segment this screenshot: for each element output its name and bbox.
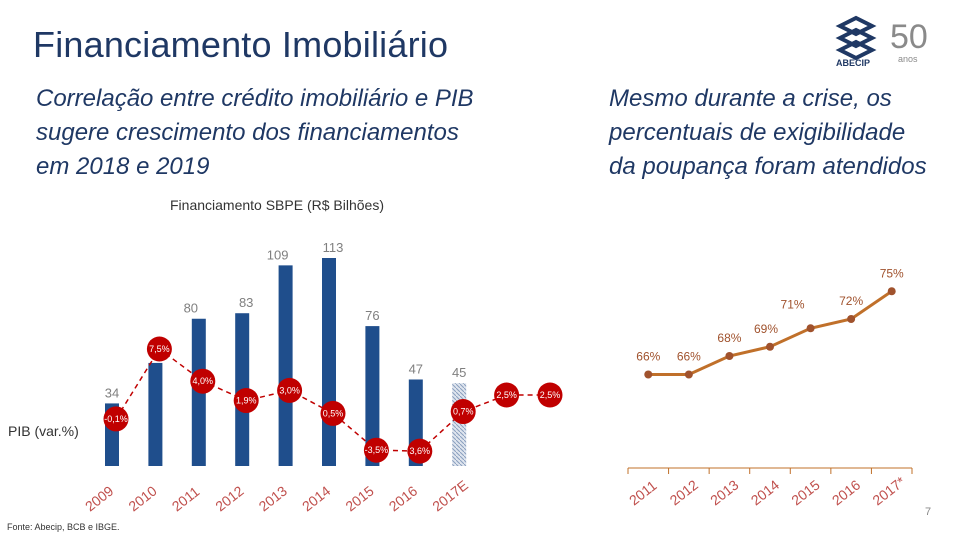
bar: [322, 258, 336, 466]
logo-text: ABECIP: [836, 58, 871, 68]
line-value-label: 68%: [717, 331, 741, 345]
x-tick-label: 2015: [342, 482, 377, 514]
right-subtitle: Mesmo durante a crise, os percentuais de…: [609, 82, 927, 184]
bar-value-label: 47: [409, 361, 423, 376]
bar-chart-title: Financiamento SBPE (R$ Bilhões): [170, 197, 384, 213]
pib-point: [320, 400, 346, 426]
bar-value-label: 45: [452, 365, 466, 380]
pib-point: [494, 382, 520, 408]
x-tick-label: 2013: [707, 476, 742, 508]
bar: [452, 383, 467, 466]
abecip-logo: 50 anos: [832, 12, 942, 72]
right-subtitle-line: percentuais de exigibilidade: [609, 119, 906, 146]
pib-point: [146, 336, 172, 362]
left-subtitle-line: em 2018 e 2019: [36, 153, 210, 180]
line-point: [644, 370, 653, 379]
line-point: [887, 287, 896, 296]
slide-number: 7: [925, 506, 932, 518]
x-tick-label: 2014: [748, 476, 783, 508]
pib-point: [233, 388, 259, 414]
line-point: [725, 352, 734, 360]
pib-axis-label: PIB (var.%): [8, 423, 79, 439]
x-tick-label: 2017*: [869, 473, 908, 508]
x-tick-label: 2014: [299, 482, 334, 514]
pib-point: [103, 406, 129, 432]
pib-point: [537, 382, 563, 408]
logo-number: 50: [890, 18, 928, 56]
pib-value-label: 1,9%: [236, 396, 257, 406]
pib-value-label: -3,5%: [365, 445, 389, 455]
right-subtitle-line: da poupança foram atendidos: [609, 153, 927, 180]
bar: [278, 265, 293, 466]
pib-point: [190, 368, 216, 394]
line-value-label: 71%: [781, 297, 805, 311]
x-tick-label: 2016: [829, 476, 864, 508]
bar: [365, 326, 380, 466]
line-value-label: 75%: [880, 266, 904, 280]
line-point: [806, 324, 815, 333]
x-tick-label: 2011: [169, 483, 203, 514]
pib-value-label: 0,7%: [453, 407, 474, 417]
left-subtitle: Correlação entre crédito imobiliário e P…: [36, 82, 474, 184]
pib-line: [115, 347, 550, 452]
bar: [148, 362, 163, 466]
line-value-label: 66%: [636, 350, 660, 364]
line-value-label: 69%: [754, 322, 778, 336]
x-tick-label: 2013: [256, 482, 291, 514]
x-tick-label: 2010: [125, 482, 160, 514]
logo-sub: anos: [898, 54, 918, 64]
pib-value-label: 3,0%: [279, 385, 300, 395]
pib-value-label: 2,5%: [496, 390, 517, 400]
x-tick-label: 2011: [626, 477, 660, 508]
bar-value-label: 80: [184, 301, 198, 316]
pib-point: [277, 377, 303, 403]
pib-point: [363, 437, 389, 463]
line-value-label: 66%: [677, 350, 701, 364]
left-subtitle-line: sugere crescimento dos financiamentos: [36, 119, 459, 146]
x-tick-label: 2012: [212, 482, 247, 514]
pib-value-label: -0,1%: [104, 414, 128, 424]
pib-value-label: 0,5%: [323, 408, 344, 418]
line-point: [684, 370, 693, 379]
line-value-label: 72%: [839, 294, 863, 308]
x-tick-label: 2012: [667, 476, 702, 508]
line-point: [847, 315, 856, 323]
x-tick-label: 2016: [386, 482, 421, 514]
right-subtitle-line: Mesmo durante a crise, os: [609, 85, 892, 112]
pib-value-label: 4,0%: [193, 376, 214, 386]
pib-value-label: 3,6%: [410, 446, 431, 456]
pib-value-label: 2,5%: [540, 390, 561, 400]
pib-value-label: 7,5%: [149, 344, 170, 354]
pib-point: [450, 399, 476, 425]
bar-value-label: 83: [239, 295, 253, 310]
bar-value-label: 113: [323, 240, 344, 255]
pib-point: [407, 438, 433, 464]
abecip-logo-icon: 50 anos: [835, 15, 928, 64]
x-tick-label: 2015: [788, 476, 823, 508]
x-tick-label: 2017E: [429, 477, 471, 515]
left-subtitle-line: Correlação entre crédito imobiliário e P…: [36, 85, 474, 112]
source-note: Fonte: Abecip, BCB e IBGE.: [7, 522, 120, 532]
bar-value-label: 109: [267, 247, 289, 262]
bar-value-label: 76: [365, 308, 379, 323]
bar-chart: 3420095620108020118320121092013113201476…: [82, 240, 563, 514]
bar-value-label: 34: [105, 385, 119, 400]
page-title: Financiamento Imobiliário: [33, 24, 449, 65]
line-chart: 66% 2011 66% 2012 68% 2013 69% 2014 71% 2015 72% 20…: [626, 266, 913, 508]
line-point: [766, 342, 774, 351]
x-tick-label: 2009: [82, 482, 117, 514]
